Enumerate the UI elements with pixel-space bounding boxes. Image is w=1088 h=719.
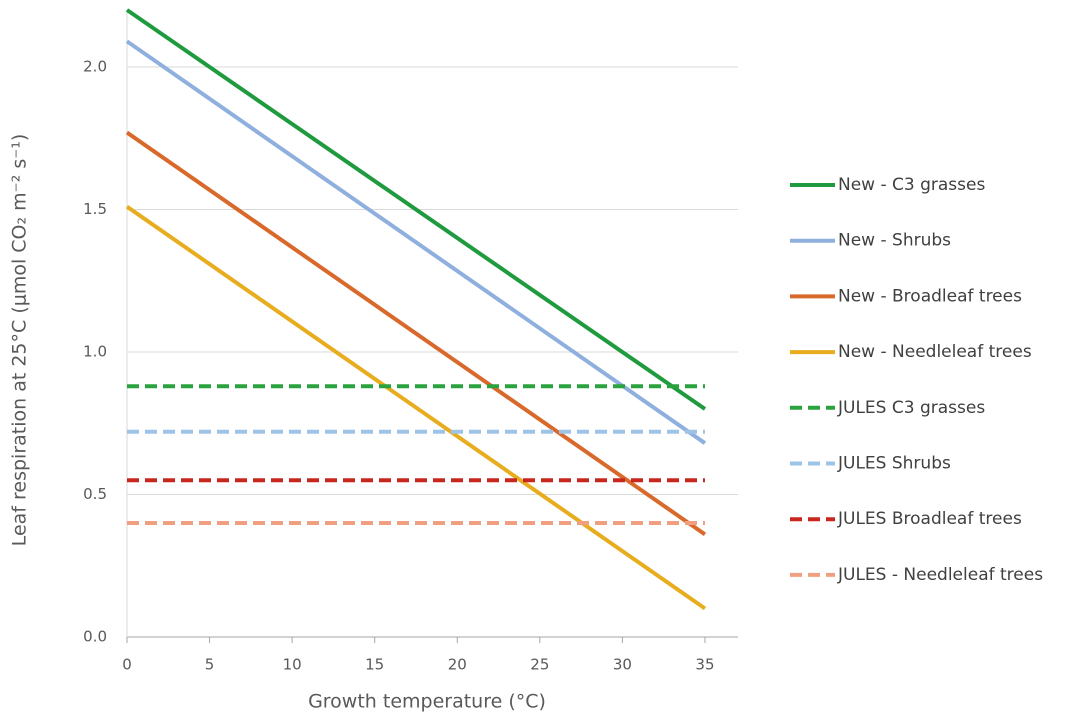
x-tick-label: 20 [448,656,467,674]
x-tick-label: 5 [205,656,215,674]
x-tick-label: 35 [695,656,714,674]
legend-label: JULES Broadleaf trees [837,509,1022,529]
y-tick-label: 1.0 [83,343,107,361]
legend-label: JULES Shrubs [837,454,951,474]
y-tick-label: 0.0 [83,628,107,646]
y-axis-title: Leaf respiration at 25°C (μmol CO₂ m⁻² s… [9,134,31,547]
series-line [125,39,707,445]
x-tick-label: 30 [613,656,632,674]
series-line [125,8,707,411]
y-tick-label: 0.5 [83,485,107,503]
x-tick-label: 25 [530,656,549,674]
legend-label: New - Broadleaf trees [838,286,1022,306]
legend-label: New - Shrubs [838,231,951,251]
x-tick-label: 10 [283,656,302,674]
x-tick-label: 0 [122,656,132,674]
legend-label: New - Needleleaf trees [838,342,1032,362]
legend-label: JULES - Needleleaf trees [837,565,1043,585]
y-tick-label: 1.5 [83,200,107,218]
x-tick-label: 15 [365,656,384,674]
legend-label: JULES C3 grasses [837,398,985,418]
legend-label: New - C3 grasses [838,175,985,195]
series-line [125,205,707,611]
series-line [125,130,707,537]
y-tick-label: 2.0 [83,58,107,76]
x-axis-title: Growth temperature (°C) [308,691,546,713]
